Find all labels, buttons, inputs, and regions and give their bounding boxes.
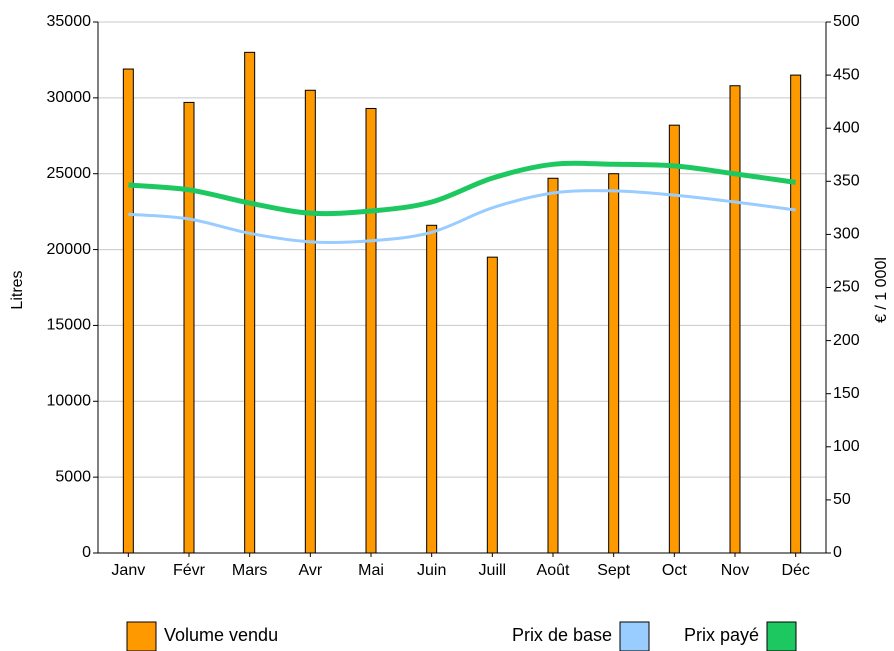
legend-label: Prix payé	[684, 625, 759, 645]
line	[128, 189, 796, 244]
y-tick-label: 30000	[47, 89, 92, 106]
y2-tick-label: 250	[833, 279, 860, 296]
y-tick-label: 0	[82, 544, 91, 561]
legend-swatch	[766, 621, 797, 651]
x-tick-label: Nov	[721, 562, 749, 579]
bar	[608, 173, 620, 554]
legend-label: Volume vendu	[164, 625, 278, 645]
x-tick-label: Juill	[479, 562, 507, 579]
x-tick-label: Janv	[111, 562, 145, 579]
y-axis-label: Litres	[9, 270, 26, 309]
x-tick-label: Déc	[781, 562, 809, 579]
bar	[486, 256, 498, 554]
y2-tick-label: 500	[833, 13, 860, 30]
y-tick-label: 20000	[47, 241, 92, 258]
y2-tick-label: 450	[833, 66, 860, 83]
x-tick-label: Oct	[662, 562, 687, 579]
bar	[244, 51, 256, 554]
x-tick-label: Août	[537, 562, 570, 579]
legend-label: Prix de base	[512, 625, 612, 645]
y2-axis-label: € / 1 000l	[873, 257, 890, 323]
y2-tick-label: 350	[833, 173, 860, 190]
bar	[790, 74, 802, 554]
bar	[729, 85, 741, 554]
x-tick-label: Mai	[358, 562, 384, 579]
y2-tick-label: 50	[833, 491, 851, 508]
x-tick-label: Avr	[298, 562, 322, 579]
x-tick-label: Sept	[597, 562, 630, 579]
bar	[426, 224, 438, 554]
y2-tick-label: 200	[833, 332, 860, 349]
bar	[304, 89, 316, 554]
y2-tick-label: 150	[833, 385, 860, 402]
y2-tick-label: 300	[833, 226, 860, 243]
y-tick-label: 10000	[47, 393, 92, 410]
y-tick-label: 25000	[47, 165, 92, 182]
y2-tick-label: 100	[833, 438, 860, 455]
y-tick-label: 35000	[47, 13, 92, 30]
bar	[547, 177, 559, 554]
y-tick-label: 5000	[55, 468, 91, 485]
legend-swatch	[126, 621, 157, 651]
y2-tick-label: 400	[833, 119, 860, 136]
bar	[183, 101, 195, 554]
x-tick-label: Juin	[417, 562, 446, 579]
line	[128, 160, 797, 217]
bar	[668, 124, 680, 554]
legend-swatch	[619, 621, 650, 651]
bar	[365, 107, 377, 554]
x-tick-label: Févr	[173, 562, 206, 579]
bar	[122, 68, 134, 554]
y-tick-label: 15000	[47, 317, 92, 334]
x-tick-label: Mars	[232, 562, 268, 579]
y2-tick-label: 0	[833, 544, 842, 561]
